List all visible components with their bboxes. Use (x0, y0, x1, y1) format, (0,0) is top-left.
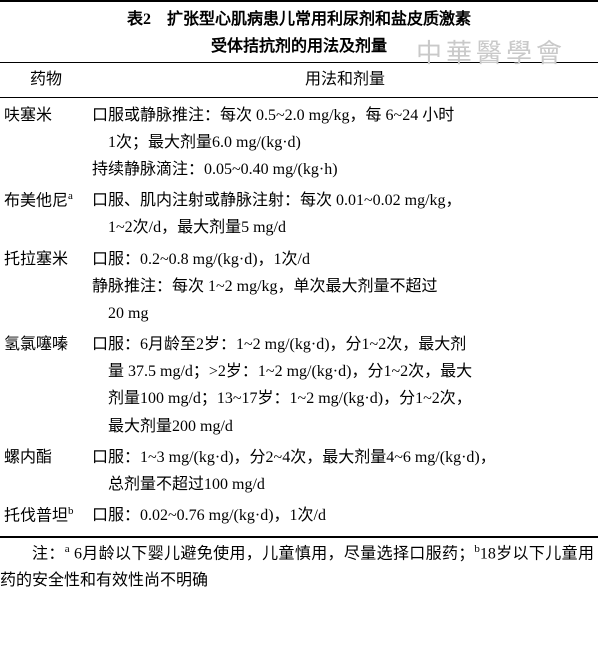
table-body: 呋塞米口服或静脉推注：每次 0.5~2.0 mg/kg，每 6~24 小时 1次… (0, 98, 598, 536)
usage-line: 最大剂量200 mg/d (92, 413, 592, 440)
title-line1: 表2 扩张型心肌病患儿常用利尿剂和盐皮质激素 (8, 6, 590, 33)
drug-name-cell: 螺内酯 (0, 444, 92, 471)
usage-line: 口服：6月龄至2岁：1~2 mg/(kg·d)，分1~2次，最大剂 (92, 331, 592, 358)
title-line2: 受体拮抗剂的用法及剂量 (8, 33, 590, 60)
usage-line: 剂量100 mg/d；13~17岁：1~2 mg/(kg·d)，分1~2次， (92, 385, 592, 412)
usage-line: 口服：0.2~0.8 mg/(kg·d)，1次/d (92, 246, 592, 273)
table-row: 托伐普坦b口服：0.02~0.76 mg/(kg·d)，1次/d (0, 500, 598, 532)
drug-usage-cell: 口服、肌内注射或静脉注射：每次 0.01~0.02 mg/kg， 1~2次/d，… (92, 187, 592, 241)
header-usage: 用法和剂量 (92, 66, 598, 93)
title-bold: 表2 (127, 11, 151, 28)
drug-name-cell: 布美他尼a (0, 187, 92, 215)
drug-usage-cell: 口服：6月龄至2岁：1~2 mg/(kg·d)，分1~2次，最大剂 量 37.5… (92, 331, 592, 440)
table-row: 呋塞米口服或静脉推注：每次 0.5~2.0 mg/kg，每 6~24 小时 1次… (0, 100, 598, 186)
drug-name-cell: 呋塞米 (0, 102, 92, 129)
drug-usage-cell: 口服：0.02~0.76 mg/(kg·d)，1次/d (92, 502, 592, 529)
drug-name-cell: 托伐普坦b (0, 502, 92, 530)
table-row: 布美他尼a口服、肌内注射或静脉注射：每次 0.01~0.02 mg/kg， 1~… (0, 185, 598, 243)
drug-name-cell: 氢氯噻嗪 (0, 331, 92, 358)
table-footnote: 注：a 6月龄以下婴儿避免使用，儿童慎用，尽量选择口服药；b18岁以下儿童用药的… (0, 538, 598, 599)
usage-line: 静脉推注：每次 1~2 mg/kg，单次最大剂量不超过 (92, 273, 592, 300)
drug-name-cell: 托拉塞米 (0, 246, 92, 273)
table-title: 中華醫學會 表2 扩张型心肌病患儿常用利尿剂和盐皮质激素 受体拮抗剂的用法及剂量 (0, 2, 598, 62)
table-row: 托拉塞米口服：0.2~0.8 mg/(kg·d)，1次/d静脉推注：每次 1~2… (0, 244, 598, 330)
title-rest: 扩张型心肌病患儿常用利尿剂和盐皮质激素 (151, 11, 471, 28)
usage-line: 20 mg (92, 300, 592, 327)
drug-usage-cell: 口服：1~3 mg/(kg·d)，分2~4次，最大剂量4~6 mg/(kg·d)… (92, 444, 592, 498)
usage-line: 口服或静脉推注：每次 0.5~2.0 mg/kg，每 6~24 小时 (92, 102, 592, 129)
table-row: 螺内酯口服：1~3 mg/(kg·d)，分2~4次，最大剂量4~6 mg/(kg… (0, 442, 598, 500)
usage-line: 1次；最大剂量6.0 mg/(kg·d) (92, 129, 592, 156)
drug-usage-cell: 口服或静脉推注：每次 0.5~2.0 mg/kg，每 6~24 小时 1次；最大… (92, 102, 592, 184)
header-drug: 药物 (0, 66, 92, 93)
usage-line: 持续静脉滴注：0.05~0.40 mg/(kg·h) (92, 156, 592, 183)
usage-line: 1~2次/d，最大剂量5 mg/d (92, 214, 592, 241)
table-row: 氢氯噻嗪口服：6月龄至2岁：1~2 mg/(kg·d)，分1~2次，最大剂 量 … (0, 329, 598, 442)
usage-line: 量 37.5 mg/d；>2岁：1~2 mg/(kg·d)，分1~2次，最大 (92, 358, 592, 385)
usage-line: 口服：1~3 mg/(kg·d)，分2~4次，最大剂量4~6 mg/(kg·d)… (92, 444, 592, 471)
table-header-row: 药物 用法和剂量 (0, 62, 598, 97)
drug-usage-cell: 口服：0.2~0.8 mg/(kg·d)，1次/d静脉推注：每次 1~2 mg/… (92, 246, 592, 328)
usage-line: 口服：0.02~0.76 mg/(kg·d)，1次/d (92, 502, 592, 529)
usage-line: 口服、肌内注射或静脉注射：每次 0.01~0.02 mg/kg， (92, 187, 592, 214)
usage-line: 总剂量不超过100 mg/d (92, 471, 592, 498)
table-container: 中華醫學會 表2 扩张型心肌病患儿常用利尿剂和盐皮质激素 受体拮抗剂的用法及剂量… (0, 0, 598, 538)
